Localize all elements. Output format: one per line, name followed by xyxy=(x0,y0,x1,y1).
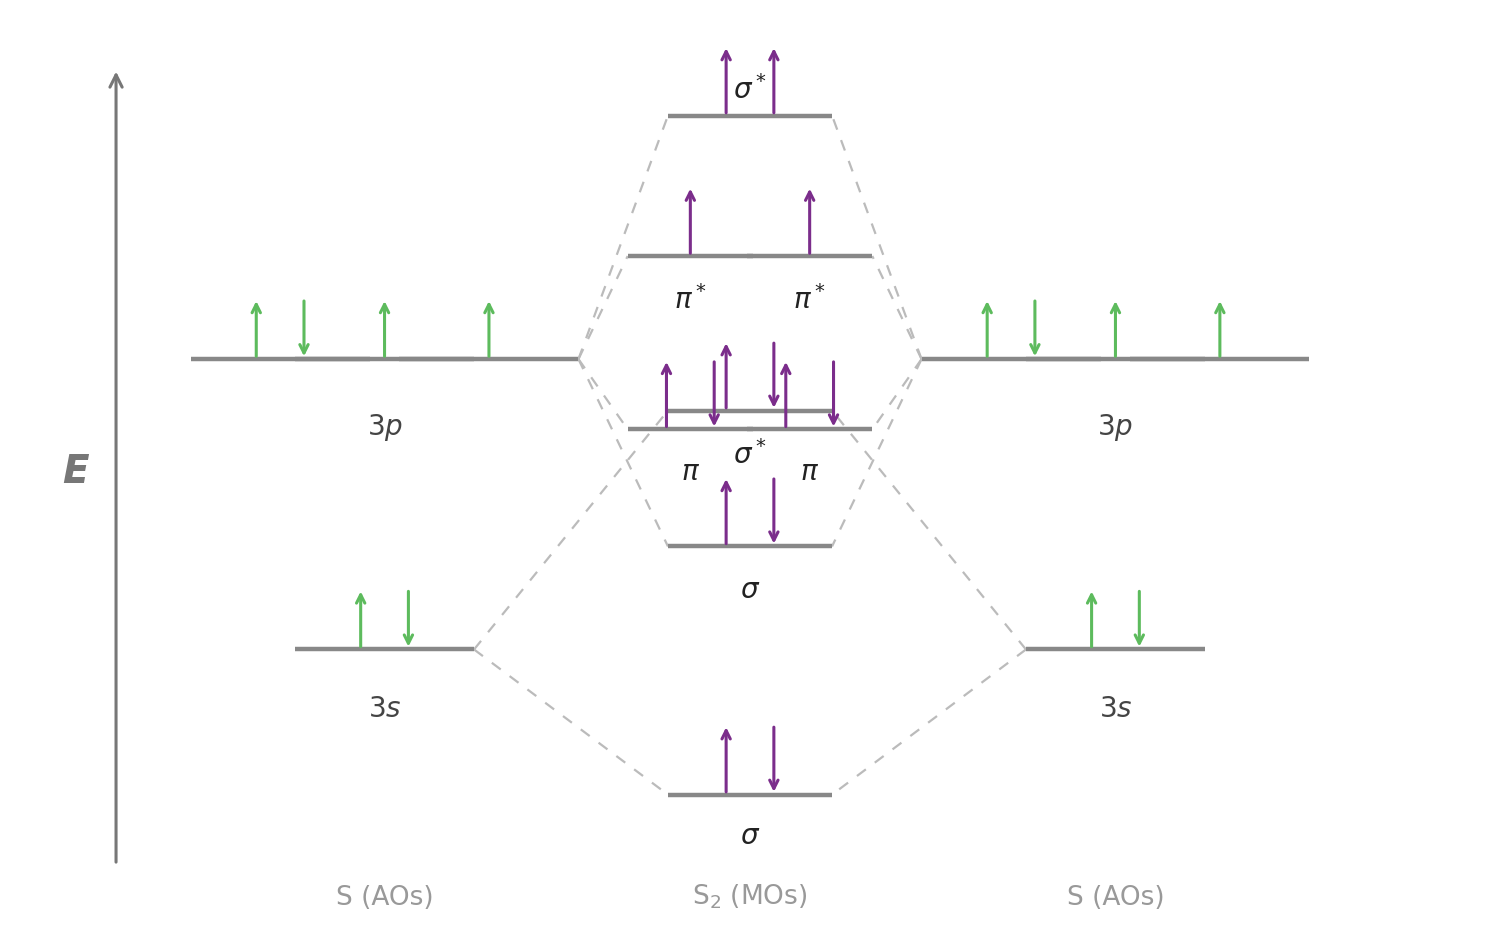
Text: $3p$: $3p$ xyxy=(366,412,402,442)
Text: $\sigma^*$: $\sigma^*$ xyxy=(734,439,766,469)
Text: $\sigma^*$: $\sigma^*$ xyxy=(734,76,766,105)
Text: S (AOs): S (AOs) xyxy=(336,884,433,910)
Text: $3s$: $3s$ xyxy=(368,695,402,723)
Text: $3s$: $3s$ xyxy=(1098,695,1132,723)
Text: $\sigma$: $\sigma$ xyxy=(740,575,760,603)
Text: $\mathrm{S_2}$ (MOs): $\mathrm{S_2}$ (MOs) xyxy=(693,882,807,910)
Text: $\pi$: $\pi$ xyxy=(800,458,819,486)
Text: $3p$: $3p$ xyxy=(1098,412,1134,442)
Text: $\sigma$: $\sigma$ xyxy=(740,821,760,849)
Text: $\pi$: $\pi$ xyxy=(681,458,700,486)
Text: E: E xyxy=(63,453,88,491)
Text: $\pi^*$: $\pi^*$ xyxy=(674,285,706,314)
Text: S (AOs): S (AOs) xyxy=(1066,884,1164,910)
Text: $\pi^*$: $\pi^*$ xyxy=(794,285,826,314)
